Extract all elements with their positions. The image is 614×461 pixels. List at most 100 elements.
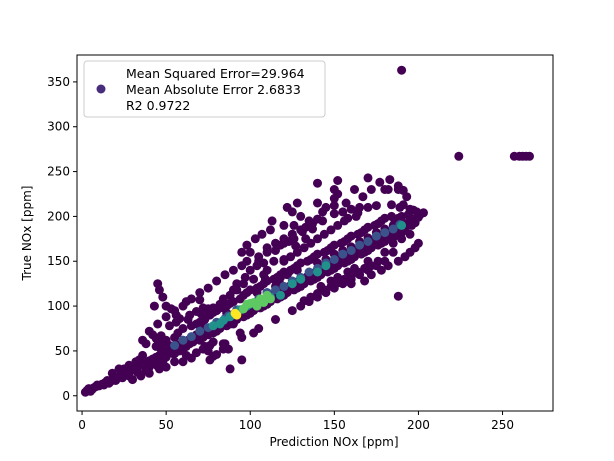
data-point xyxy=(239,304,248,314)
data-point xyxy=(279,281,289,291)
data-point xyxy=(292,265,302,275)
data-point xyxy=(313,289,322,298)
x-tick-label: 0 xyxy=(78,418,86,432)
data-point xyxy=(405,229,415,239)
data-point xyxy=(220,270,230,280)
data-point xyxy=(170,341,180,350)
data-point xyxy=(376,265,386,275)
data-point xyxy=(296,274,306,284)
x-tick-label: 100 xyxy=(239,418,262,432)
data-point xyxy=(198,303,208,313)
data-point xyxy=(383,261,393,271)
data-point xyxy=(371,231,381,241)
data-point xyxy=(363,237,373,246)
data-point xyxy=(287,207,297,217)
data-point xyxy=(212,276,222,286)
data-point xyxy=(212,306,222,316)
x-tick-label: 200 xyxy=(407,418,430,432)
data-point xyxy=(388,224,398,234)
data-point xyxy=(402,192,412,202)
data-point xyxy=(149,301,159,311)
data-point xyxy=(329,255,339,264)
x-tick-label: 250 xyxy=(491,418,514,432)
data-point xyxy=(185,310,195,320)
data-point xyxy=(124,360,134,370)
data-point xyxy=(397,220,407,230)
data-point xyxy=(240,272,250,282)
data-point xyxy=(208,321,218,331)
data-point xyxy=(350,185,359,194)
data-point xyxy=(301,234,311,244)
legend-line-r2: R2 0.9722 xyxy=(126,98,190,113)
data-point xyxy=(170,357,180,367)
data-point xyxy=(301,222,311,232)
data-point xyxy=(191,348,201,358)
data-point xyxy=(265,294,275,304)
y-tick-label: 250 xyxy=(47,165,70,179)
data-point xyxy=(99,380,109,390)
data-point xyxy=(225,364,235,374)
data-point xyxy=(215,319,225,329)
data-point xyxy=(279,255,289,264)
data-point xyxy=(346,271,356,281)
data-point xyxy=(136,371,146,381)
data-point xyxy=(257,229,267,239)
data-point xyxy=(454,151,464,161)
data-point xyxy=(291,241,301,251)
data-point xyxy=(313,198,322,208)
data-point xyxy=(397,65,407,75)
data-point xyxy=(195,288,205,298)
y-tick-label: 200 xyxy=(47,209,70,223)
data-point xyxy=(245,265,255,275)
data-point xyxy=(319,229,329,239)
data-point xyxy=(158,292,168,302)
data-point xyxy=(254,256,264,266)
data-point xyxy=(161,312,171,322)
legend-marker xyxy=(96,84,106,94)
data-point xyxy=(385,175,395,185)
data-point xyxy=(326,281,336,291)
data-point xyxy=(346,246,356,255)
data-point xyxy=(306,292,316,302)
data-point xyxy=(245,247,255,257)
y-tick-label: 50 xyxy=(55,344,70,358)
data-point xyxy=(141,339,151,349)
data-point xyxy=(358,192,368,202)
data-point xyxy=(341,198,351,208)
data-point xyxy=(395,202,405,212)
data-point xyxy=(181,350,191,360)
data-point xyxy=(218,344,228,354)
data-point xyxy=(304,267,314,277)
data-point xyxy=(373,256,383,266)
data-point xyxy=(360,276,370,286)
legend-line-mse: Mean Squared Error=29.964 xyxy=(126,66,305,81)
x-tick-label: 150 xyxy=(323,418,346,432)
data-point xyxy=(287,279,297,289)
data-point xyxy=(282,270,292,280)
data-point xyxy=(387,200,396,210)
data-point xyxy=(153,319,163,329)
data-point xyxy=(165,321,174,331)
data-point xyxy=(191,307,201,316)
data-point xyxy=(333,176,343,185)
data-point xyxy=(212,350,222,359)
y-axis-label: True NOx [ppm] xyxy=(20,186,34,282)
data-point xyxy=(299,296,309,306)
data-point xyxy=(388,238,398,248)
data-point xyxy=(195,326,205,336)
data-point xyxy=(166,304,176,314)
data-point xyxy=(228,319,238,329)
data-point xyxy=(339,274,349,284)
data-point xyxy=(235,328,245,338)
data-point xyxy=(245,298,255,308)
data-point xyxy=(279,220,289,230)
data-point xyxy=(237,261,247,271)
data-point xyxy=(250,234,260,244)
points-layer xyxy=(80,65,534,397)
data-point xyxy=(412,207,422,217)
data-point xyxy=(161,362,171,372)
data-point xyxy=(296,211,306,221)
data-point xyxy=(245,285,255,295)
data-point xyxy=(321,261,331,271)
data-point xyxy=(329,209,339,219)
